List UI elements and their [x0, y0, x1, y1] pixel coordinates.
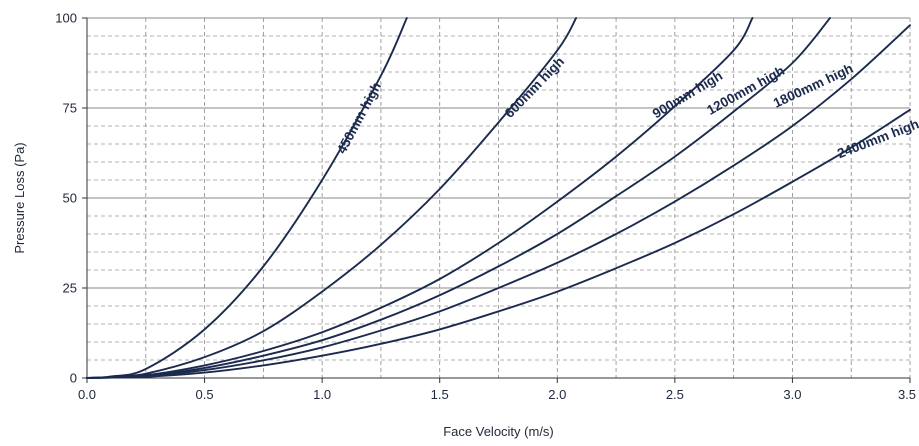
y-tick-label: 100 — [55, 11, 77, 26]
x-tick-label: 3.0 — [783, 387, 801, 402]
y-tick-label: 0 — [70, 371, 77, 386]
series-line-450mm-high — [86, 17, 408, 379]
y-axis-title: Pressure Loss (Pa) — [12, 142, 27, 253]
x-tick-label: 1.5 — [431, 387, 449, 402]
series-label-450mm-high: 450mm high — [334, 80, 384, 157]
series-line-2400mm-high — [86, 108, 911, 379]
x-tick-label: 1.0 — [313, 387, 331, 402]
series-line-1200mm-high — [86, 17, 831, 379]
series-line-1800mm-high — [86, 24, 911, 379]
series-line-600mm-high — [86, 17, 578, 379]
x-tick-label: 3.5 — [898, 387, 916, 402]
y-tick-label: 75 — [63, 101, 77, 116]
x-tick-label: 0.5 — [196, 387, 214, 402]
grid — [87, 17, 911, 378]
x-axis-title: Face Velocity (m/s) — [443, 424, 554, 439]
axes: 0 25 50 75 100 0.0 0.5 1.0 1.5 2.0 2.5 3.0 3.5 — [55, 11, 916, 403]
x-tick-label: 2.0 — [548, 387, 566, 402]
y-tick-label: 25 — [63, 281, 77, 296]
series-line-900mm-high — [86, 17, 754, 379]
x-tick-label: 2.5 — [666, 387, 684, 402]
series-lines — [86, 17, 911, 379]
series-label-2400mm-high: 2400mm high — [835, 116, 919, 161]
y-tick-label: 50 — [63, 191, 77, 206]
x-tick-label: 0.0 — [78, 387, 96, 402]
